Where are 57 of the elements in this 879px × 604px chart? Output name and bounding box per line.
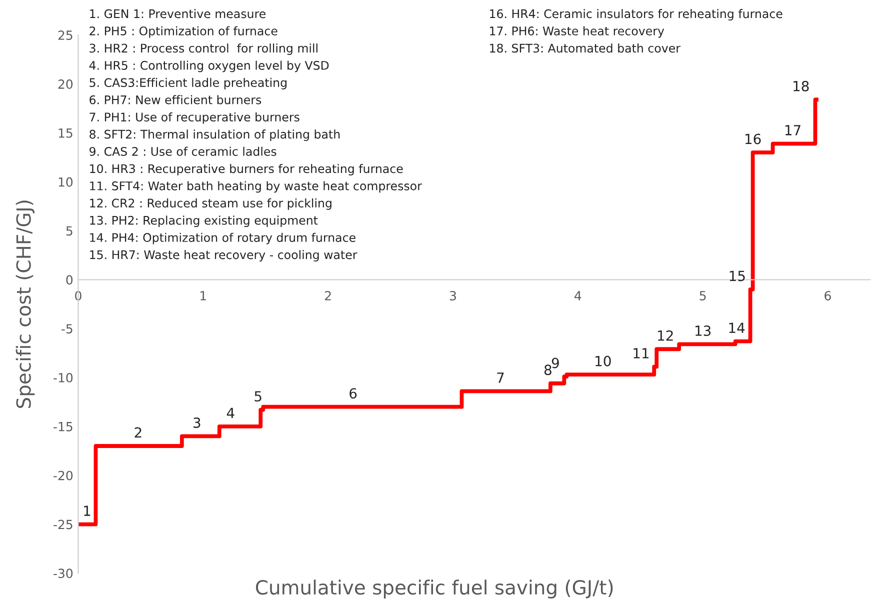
annotation: 7. PH1: Use of recuperative burners xyxy=(90,112,300,124)
annotation: 9 xyxy=(552,358,559,368)
annotation: 17. PH6: Waste heat recovery xyxy=(490,26,664,38)
x-tick-label: 6 xyxy=(824,290,831,300)
text: 16. HR4: Ceramic insulators for reheating furnace xyxy=(490,9,782,20)
annotation: 11. SFT4: Water bath heating by waste heat compressor xyxy=(90,181,422,193)
annotation: 5 xyxy=(254,391,262,402)
annotation: 1 xyxy=(84,506,90,516)
x-axis-title: Cumulative specific fuel saving (GJ/t) xyxy=(256,580,613,598)
y-tick-label: 5 xyxy=(66,226,72,236)
text: 1. GEN 1: Preventive measure xyxy=(90,9,266,18)
annotation: 8 xyxy=(544,364,552,376)
annotation: 7 xyxy=(497,372,504,383)
y-tick-label: -15 xyxy=(54,422,72,432)
annotation: 2 xyxy=(134,427,142,438)
annotation: 17 xyxy=(785,125,800,136)
annotation: 10 xyxy=(596,356,611,366)
y-tick-label: 10 xyxy=(58,177,73,187)
annotation: 13 xyxy=(696,325,711,336)
annotation: 8. SFT2: Thermal insulation of plating bath xyxy=(90,130,340,141)
annotation: 16 xyxy=(745,134,761,144)
y-tick-label: 25 xyxy=(58,30,72,40)
y-tick-label: -25 xyxy=(54,520,72,530)
annotation: 9. CAS 2 : Use of ceramic ladles xyxy=(90,146,276,156)
annotation: 3 xyxy=(194,417,200,428)
annotation: 18. SFT3: Automated bath cover xyxy=(490,43,680,53)
annotation: 10. HR3 : Recuperative burners for reheating furnace xyxy=(90,164,403,176)
annotation: 13. PH2: Replacing existing equipment xyxy=(90,216,318,228)
annotation: 4 xyxy=(226,408,234,418)
y-tick-label: -20 xyxy=(54,470,73,480)
y-tick-label: 20 xyxy=(58,79,73,89)
annotation: 14 xyxy=(729,322,745,333)
x-tick-label: 4 xyxy=(574,291,582,300)
x-tick-label: 0 xyxy=(75,290,82,300)
y-axis-title: Specific cost (CHF/GJ) xyxy=(16,200,35,408)
annotation: 4. HR5 : Controlling oxygen level by VSD xyxy=(89,60,329,72)
annotation: 3. HR2 : Process control for rolling mill xyxy=(90,43,318,55)
x-tick-label: 2 xyxy=(325,290,331,300)
annotation: 15 xyxy=(730,270,745,282)
annotation: 6. PH7: New efficient burners xyxy=(90,95,262,104)
annotation: 12. CR2 : Reduced steam use for pickling xyxy=(90,198,332,210)
annotation: 6 xyxy=(350,388,357,399)
y-tick-label: 15 xyxy=(58,128,72,138)
annotation: 15. HR7: Waste heat recovery - cooling water xyxy=(90,250,358,262)
annotation: 2. PH5 : Optimization of furnace xyxy=(90,26,278,38)
annotation: 18 xyxy=(794,80,809,92)
x-tick-label: 1 xyxy=(200,291,206,300)
annotation: 11 xyxy=(634,348,649,358)
annotation: 5. CAS3:Efficient ladle preheating xyxy=(90,78,286,90)
x-tick-label: 3 xyxy=(450,290,456,300)
y-tick-label: -10 xyxy=(54,372,73,382)
x-tick-label: 5 xyxy=(700,291,706,300)
y-tick-label: 0 xyxy=(66,275,73,285)
y-tick-label: -30 xyxy=(54,568,73,578)
annotation: 12 xyxy=(658,330,673,341)
y-tick-label: -5 xyxy=(62,324,72,334)
annotation: 14. PH4: Optimization of rotary drum furnace xyxy=(90,232,356,244)
